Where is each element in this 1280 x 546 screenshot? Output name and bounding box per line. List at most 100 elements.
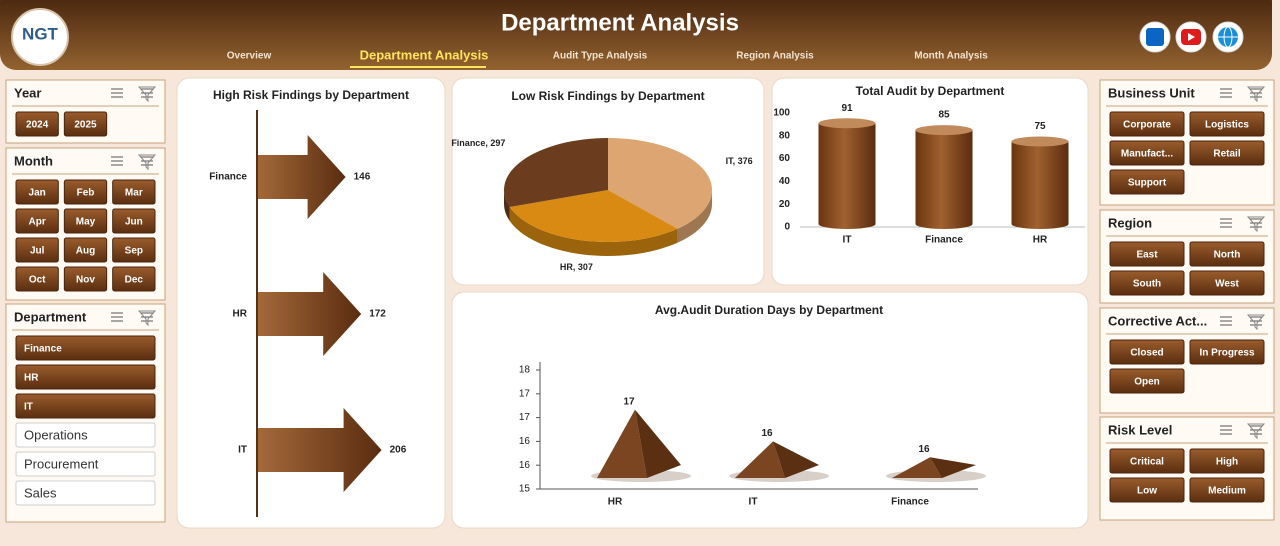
- nav-tab[interactable]: Department Analysis: [360, 47, 489, 62]
- arrow-bar: [258, 135, 346, 219]
- slicer-item[interactable]: Jun: [125, 217, 143, 228]
- slicer-item[interactable]: Manufact...: [1121, 149, 1173, 160]
- chart-title: Avg.Audit Duration Days by Department: [655, 303, 883, 317]
- slicer-button[interactable]: [1109, 111, 1185, 137]
- slicer-button[interactable]: [1189, 339, 1265, 365]
- slicer-button[interactable]: [15, 393, 156, 419]
- slicer-item[interactable]: Jan: [29, 188, 46, 199]
- slicer-item[interactable]: Medium: [1208, 486, 1246, 497]
- slicer-button[interactable]: [1109, 368, 1185, 394]
- slicer-button[interactable]: [63, 266, 108, 292]
- slicer-title: Department: [14, 309, 87, 324]
- slicer-item[interactable]: IT: [24, 402, 33, 413]
- slicer-button[interactable]: [63, 179, 108, 205]
- slicer-button[interactable]: [15, 451, 156, 477]
- slicer-item[interactable]: Open: [1134, 377, 1160, 388]
- slicer-item[interactable]: Sep: [125, 246, 143, 257]
- clear-filter-icon[interactable]: [137, 310, 157, 327]
- slicer-button[interactable]: [1109, 169, 1185, 195]
- slicer-button[interactable]: [63, 208, 108, 234]
- slicer-button[interactable]: [15, 237, 59, 263]
- slicer-item[interactable]: 2025: [74, 120, 97, 131]
- slicer-item[interactable]: Closed: [1130, 348, 1163, 359]
- clear-filter-icon[interactable]: [1246, 423, 1266, 440]
- slicer-item[interactable]: North: [1214, 250, 1241, 261]
- slicer-button[interactable]: [1109, 339, 1185, 365]
- slicer-item[interactable]: Support: [1128, 178, 1167, 189]
- slicer-button[interactable]: [1189, 241, 1265, 267]
- nav-tab[interactable]: Audit Type Analysis: [553, 51, 648, 62]
- slicer-button[interactable]: [112, 179, 156, 205]
- slicer-item[interactable]: Critical: [1130, 457, 1164, 468]
- pie-side: [677, 190, 712, 243]
- slicer-item[interactable]: Feb: [77, 188, 95, 199]
- slicer-item[interactable]: HR: [24, 373, 39, 384]
- data-label: HR, 307: [560, 262, 593, 272]
- slicer-item[interactable]: Apr: [29, 217, 46, 228]
- slicer-item[interactable]: Retail: [1213, 149, 1240, 160]
- slicer-item[interactable]: Nov: [76, 275, 95, 286]
- slicer-item[interactable]: Sales: [24, 485, 57, 500]
- slicer-button[interactable]: [1109, 270, 1185, 296]
- clear-filter-icon[interactable]: [137, 86, 157, 103]
- slicer-button[interactable]: [15, 335, 156, 361]
- value-label: 17: [623, 396, 635, 407]
- column: [1011, 141, 1069, 229]
- slicer-button[interactable]: [112, 237, 156, 263]
- slicer-button[interactable]: [1189, 270, 1265, 296]
- slicer-button[interactable]: [1189, 448, 1265, 474]
- slicer-button[interactable]: [1189, 111, 1265, 137]
- slicer-item[interactable]: May: [76, 217, 96, 228]
- slicer-button[interactable]: [15, 480, 156, 506]
- linkedin-glyph: [1146, 28, 1164, 46]
- slicer-item[interactable]: In Progress: [1199, 348, 1254, 359]
- slicer-item[interactable]: High: [1216, 457, 1238, 468]
- slicer-item[interactable]: Mar: [125, 188, 143, 199]
- clear-filter-icon[interactable]: [1246, 216, 1266, 233]
- slicer-item[interactable]: Procurement: [24, 456, 99, 471]
- slicer-button[interactable]: [1189, 477, 1265, 503]
- slicer-item[interactable]: Operations: [24, 427, 88, 442]
- slicer-button[interactable]: [15, 364, 156, 390]
- slicer-button[interactable]: [1109, 140, 1185, 166]
- slicer-button[interactable]: [15, 266, 59, 292]
- slicer-item[interactable]: South: [1133, 279, 1161, 290]
- y-tick-label: 16: [519, 460, 531, 471]
- slicer-item[interactable]: Logistics: [1205, 120, 1249, 131]
- nav-tab[interactable]: Overview: [227, 51, 272, 62]
- slicer-button[interactable]: [112, 266, 156, 292]
- slicer-button[interactable]: [63, 111, 108, 137]
- clear-filter-icon[interactable]: [1246, 86, 1266, 103]
- slicer-button[interactable]: [1189, 140, 1265, 166]
- nav-tab[interactable]: Region Analysis: [736, 51, 814, 62]
- slicer-item[interactable]: Oct: [29, 275, 46, 286]
- pie-side: [504, 190, 510, 222]
- nav-tab[interactable]: Month Analysis: [914, 51, 988, 62]
- slicer-button[interactable]: [63, 237, 108, 263]
- y-tick-label: 60: [779, 153, 791, 164]
- slicer-item[interactable]: West: [1215, 279, 1239, 290]
- slicer-item[interactable]: Corporate: [1123, 120, 1171, 131]
- value-label: 91: [841, 103, 853, 114]
- slicer-item[interactable]: Jul: [30, 246, 45, 257]
- slicer-item[interactable]: East: [1136, 250, 1158, 261]
- slicer-button[interactable]: [1109, 477, 1185, 503]
- slicer-item[interactable]: 2024: [26, 120, 49, 131]
- slicer-button[interactable]: [15, 179, 59, 205]
- slicer-button[interactable]: [1109, 241, 1185, 267]
- clear-filter-icon[interactable]: [137, 154, 157, 171]
- slicer-item[interactable]: Dec: [125, 275, 144, 286]
- slicer-button[interactable]: [15, 422, 156, 448]
- clear-filter-icon[interactable]: [1246, 314, 1266, 331]
- slicer-button[interactable]: [1109, 448, 1185, 474]
- data-label: Finance, 297: [451, 138, 505, 148]
- slicer-button[interactable]: [15, 208, 59, 234]
- slicer-button[interactable]: [112, 208, 156, 234]
- slicer-button[interactable]: [15, 111, 59, 137]
- category-label: HR: [608, 497, 623, 508]
- slicer-item[interactable]: Aug: [76, 246, 95, 257]
- y-tick-label: 0: [784, 222, 790, 233]
- slicer-item[interactable]: Low: [1137, 486, 1157, 497]
- y-tick-label: 40: [779, 176, 791, 187]
- slicer-item[interactable]: Finance: [24, 344, 62, 355]
